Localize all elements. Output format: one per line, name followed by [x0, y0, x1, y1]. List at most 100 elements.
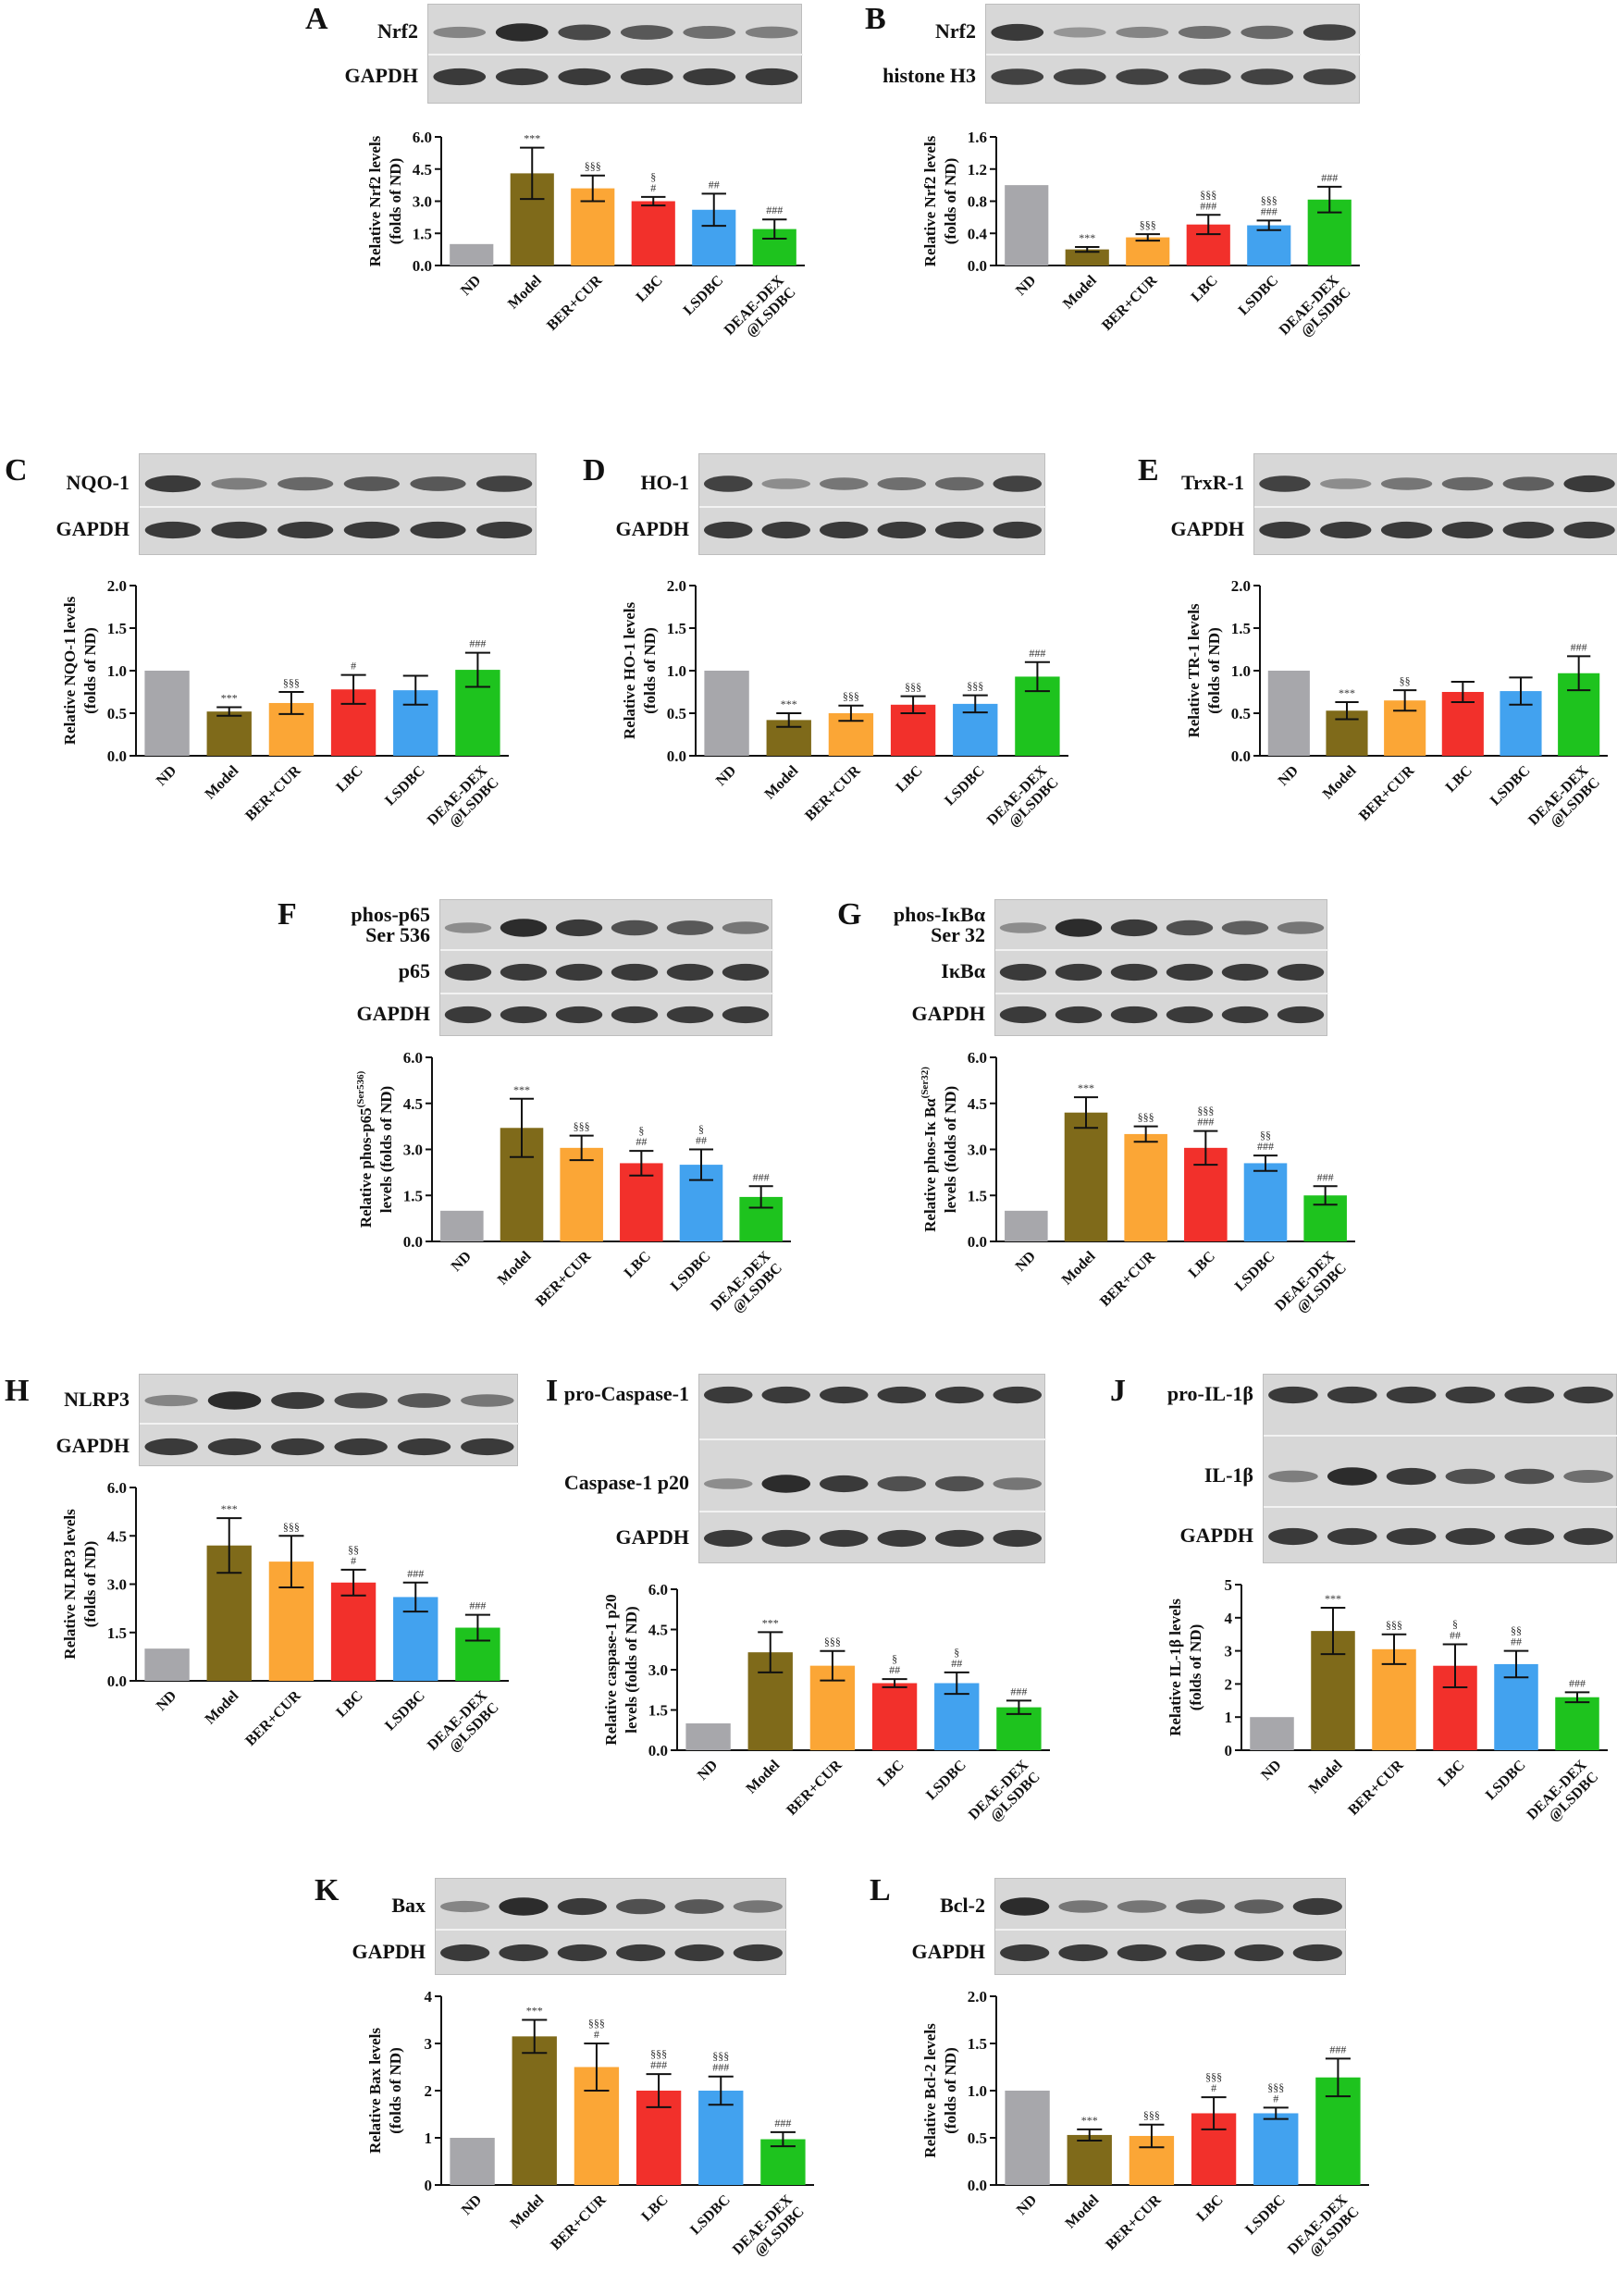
svg-text:LBC: LBC — [333, 1688, 365, 1721]
band-J-2-2 — [1386, 1527, 1437, 1546]
x-tick-label: BER+CUR — [548, 2191, 610, 2253]
y-tick-label: 2.0 — [667, 577, 686, 595]
error-bar — [1317, 185, 1342, 214]
significance-mark: §§§ — [283, 1520, 300, 1533]
bar-I-0 — [685, 1723, 731, 1750]
y-tick-label: 0.4 — [968, 225, 988, 242]
x-tick-label: BER+CUR — [784, 1757, 846, 1819]
western-blot-G — [994, 899, 1328, 1036]
panel-letter-K: K — [315, 1873, 339, 1907]
x-tick-label: ND — [154, 1688, 179, 1714]
error-bar — [1256, 219, 1281, 231]
svg-text:levels (folds of ND): levels (folds of ND) — [623, 1606, 640, 1733]
band-L-0-0 — [1000, 1897, 1050, 1916]
svg-text:LBC: LBC — [1189, 273, 1221, 305]
svg-text:ND: ND — [458, 273, 484, 299]
significance-mark: ### — [1321, 171, 1338, 184]
error-bar — [216, 1517, 242, 1574]
x-tick-label: LBC — [333, 763, 365, 796]
bar-G-1 — [1064, 1112, 1108, 1241]
y-tick-label: 5 — [1225, 1576, 1233, 1594]
x-tick-label: BER+CUR — [242, 762, 304, 824]
x-tick-label: LBC — [1189, 273, 1221, 305]
error-bar — [1325, 2057, 1351, 2098]
error-bar — [701, 192, 726, 228]
svg-text:LSDBC: LSDBC — [942, 763, 988, 809]
y-axis-label: Relative Nrf2 levels (folds of ND) — [921, 135, 959, 266]
significance-mark: ### — [1010, 1685, 1027, 1697]
band-A-0-4 — [683, 26, 736, 39]
bar-B-0 — [1005, 185, 1049, 265]
bar-B-4 — [1247, 225, 1291, 265]
x-tick-label: BER+CUR — [1103, 2191, 1165, 2253]
svg-text:LBC: LBC — [1193, 2192, 1226, 2225]
y-axis-label: Relative HO-1 levels (folds of ND) — [621, 602, 659, 740]
band-G-1-5 — [1277, 963, 1325, 981]
significance-mark: ## — [889, 1663, 900, 1676]
significance-mark: *** — [524, 132, 540, 145]
x-tick-label: DEAE-DEX@LSDBC — [1285, 2191, 1363, 2259]
x-tick-label: LSDBC — [382, 1688, 428, 1734]
bar-J-0 — [1250, 1717, 1294, 1750]
western-blot-C — [139, 453, 537, 555]
bar-G-2 — [1124, 1133, 1167, 1241]
svg-text:Relative Bcl-2 levels: Relative Bcl-2 levels — [921, 2023, 939, 2158]
band-G-1-2 — [1110, 963, 1158, 981]
bar-B-2 — [1126, 237, 1170, 265]
x-tick-label: ND — [1014, 2192, 1040, 2218]
x-tick-label: BER+CUR — [802, 762, 864, 824]
svg-text:LBC: LBC — [333, 763, 365, 796]
band-J-0-4 — [1504, 1386, 1555, 1404]
y-tick-label: 6.0 — [403, 1049, 423, 1067]
band-I-0-2 — [820, 1386, 869, 1404]
significance-mark: §§§ — [1386, 1619, 1402, 1632]
significance-mark: ### — [1329, 2043, 1346, 2055]
svg-text:(folds of ND): (folds of ND) — [942, 2047, 959, 2134]
band-I-0-3 — [877, 1386, 926, 1404]
bar-chart-E: 0.0 0.5 1.0 1.5 2.0 Relative TR-1 levels (fold… — [1185, 577, 1608, 831]
significance-mark: ### — [1029, 647, 1045, 660]
error-bar — [1024, 660, 1050, 693]
y-axis-label: Relative caspase-1 p20 levels (folds of N… — [602, 1594, 640, 1745]
y-tick-label: 6.0 — [413, 129, 432, 146]
western-blot-K — [435, 1878, 787, 1975]
y-tick-label: 3 — [1225, 1643, 1233, 1660]
band-F-1-4 — [666, 963, 714, 981]
band-K-1-3 — [616, 1944, 666, 1962]
y-tick-label: 0.0 — [413, 257, 432, 275]
blot-label: HO-1 — [640, 471, 689, 494]
error-bar — [646, 2073, 672, 2108]
error-bar — [464, 1613, 490, 1642]
y-tick-label: 0.0 — [968, 2177, 987, 2194]
svg-text:Relative phos-Iκ Bα(Ser32): Relative phos-Iκ Bα(Ser32) — [920, 1067, 939, 1232]
y-tick-label: 0.0 — [1231, 747, 1251, 765]
significance-mark: ## — [709, 178, 720, 191]
panel-letter-E: E — [1138, 453, 1159, 488]
y-axis-label: Relative IL-1β levels (folds of ND) — [1166, 1599, 1204, 1736]
band-L-0-4 — [1234, 1899, 1284, 1914]
band-D-0-1 — [761, 478, 810, 489]
blot-label: GAPDH — [352, 1940, 426, 1963]
band-J-2-3 — [1445, 1527, 1496, 1546]
y-tick-label: 0 — [1225, 1742, 1233, 1759]
band-B-0-0 — [991, 23, 1044, 42]
y-tick-label: 0.5 — [107, 705, 127, 722]
svg-text:Relative NLRP3 levels: Relative NLRP3 levels — [61, 1509, 79, 1660]
band-I-2-5 — [993, 1529, 1042, 1548]
svg-text:(folds of ND): (folds of ND) — [1205, 627, 1223, 714]
error-bar — [1253, 1154, 1278, 1172]
x-tick-label: DEAE-DEX@LSDBC — [425, 1687, 502, 1755]
significance-mark: §§§ — [1267, 2080, 1284, 2093]
band-I-0-4 — [935, 1386, 984, 1404]
band-F-0-2 — [555, 919, 603, 937]
error-bar — [1450, 680, 1475, 704]
western-blot-E — [1253, 453, 1617, 555]
y-tick-label: 4.5 — [648, 1622, 668, 1639]
band-G-2-3 — [1166, 1006, 1214, 1024]
svg-text:LBC: LBC — [622, 1249, 654, 1281]
band-D-1-3 — [877, 521, 926, 539]
significance-mark: ## — [1511, 1636, 1522, 1648]
band-J-1-5 — [1563, 1470, 1613, 1483]
y-tick-label: 0.5 — [667, 705, 686, 722]
significance-mark: §§§ — [1200, 188, 1216, 201]
